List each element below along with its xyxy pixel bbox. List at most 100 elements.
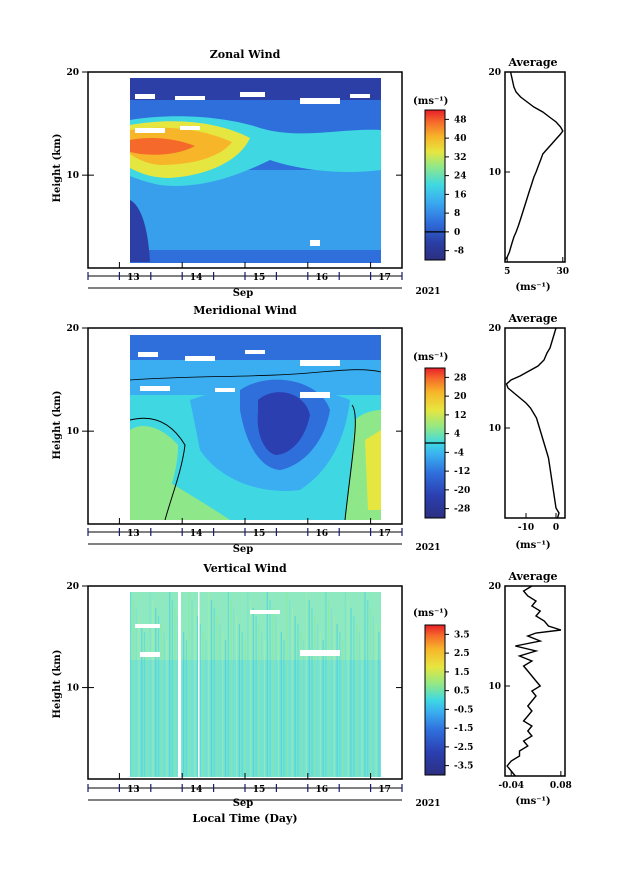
x-tick-label: 13 <box>127 273 140 283</box>
y-tick-label: 20 <box>66 324 79 334</box>
profile-y-tick-label: 20 <box>488 68 501 78</box>
profile-plot: 10 20 -0.04 0.08 <box>488 582 571 791</box>
streak <box>277 624 280 777</box>
streak <box>141 624 143 777</box>
colorbar-tick-label: 3.5 <box>454 630 470 640</box>
profile-xlabel: (ms⁻¹) <box>515 282 550 293</box>
y-axis: 10 20 <box>66 324 402 437</box>
profile-line <box>506 585 562 777</box>
streak <box>247 592 249 777</box>
y-tick-label: 10 <box>66 684 79 694</box>
x-axis: 13 14 15 16 17 <box>87 773 403 801</box>
streak <box>294 616 296 777</box>
x-axis-label: Sep <box>233 798 254 809</box>
chart-title: Vertical Wind <box>202 562 287 575</box>
streak <box>364 592 366 777</box>
profile-y-tick-label: 10 <box>488 168 501 178</box>
streak <box>210 600 213 777</box>
streak <box>219 624 221 777</box>
y-axis: 10 20 <box>66 582 402 694</box>
x-tick-label: 16 <box>316 785 329 795</box>
streak <box>378 632 380 777</box>
figure-xlabel: Local Time (Day) <box>192 812 297 825</box>
x-tick-label: 15 <box>253 785 266 795</box>
colorbar-ticks: -8 0 8 16 24 32 40 48 <box>425 115 467 257</box>
streak <box>297 624 299 777</box>
streak <box>328 600 330 777</box>
positive-right-core <box>365 430 381 510</box>
streak <box>275 616 277 777</box>
streak <box>330 608 333 777</box>
profile-title: Average <box>507 56 557 69</box>
colorbar-tick-label: -0.5 <box>454 705 473 715</box>
colorbar-label: (ms⁻¹) <box>413 608 448 619</box>
streak <box>199 624 201 777</box>
streak <box>316 624 319 777</box>
colorbar-tick-label: 24 <box>454 172 467 182</box>
streak <box>213 608 215 777</box>
chart-title: Meridional Wind <box>193 304 297 317</box>
streak <box>333 616 335 777</box>
colorbar-tick-label: 20 <box>454 392 467 402</box>
streak <box>369 608 372 777</box>
profile-plot: 10 20 -10 0 <box>488 324 560 533</box>
streak <box>244 640 246 777</box>
streak <box>166 640 168 777</box>
colorbar-tick-label: 2.5 <box>454 649 470 659</box>
profile-line <box>505 327 560 519</box>
zero-contour-upper <box>129 369 382 381</box>
streak <box>194 608 196 777</box>
streak <box>358 632 360 777</box>
profile-line <box>504 71 564 261</box>
heatmap-lower <box>130 660 381 777</box>
streak <box>353 616 355 777</box>
streak <box>155 608 157 777</box>
colorbar-ticks: -28 -20 -12 -4 4 12 20 28 <box>425 373 470 515</box>
streak <box>263 640 266 777</box>
profile-y-tick-label: 10 <box>488 424 501 434</box>
x-tick-label: 15 <box>253 529 266 539</box>
streak <box>372 616 374 777</box>
colorbar-tick-label: -8 <box>454 247 464 257</box>
streak <box>138 616 140 777</box>
jet-core-red <box>130 138 195 155</box>
streak <box>266 592 268 777</box>
streak <box>143 632 146 777</box>
streak <box>342 640 344 777</box>
year-label: 2021 <box>415 799 440 809</box>
streak <box>157 616 160 777</box>
streak <box>347 600 349 777</box>
colorbar-tick-label: -4 <box>454 448 464 458</box>
x-tick-label: 17 <box>378 273 391 283</box>
streak <box>149 592 151 777</box>
x-tick-label: 17 <box>378 785 391 795</box>
profile-y-tick-label: 10 <box>488 682 501 692</box>
streak <box>146 640 148 777</box>
panel-meridional: Meridional Wind Height (km) 10 20 <box>52 304 566 555</box>
x-tick-label: 13 <box>127 785 140 795</box>
zero-contour-left <box>129 417 186 521</box>
colorbar-label: (ms⁻¹) <box>413 96 448 107</box>
streak <box>269 600 271 777</box>
y-tick-label: 20 <box>66 582 79 592</box>
streak <box>289 600 291 777</box>
colorbar-tick-label: 8 <box>454 209 460 219</box>
y-tick-label: 10 <box>66 171 79 181</box>
colorbar-label: (ms⁻¹) <box>413 352 448 363</box>
streak <box>319 632 321 777</box>
streak <box>197 616 199 777</box>
streak <box>241 632 243 777</box>
colorbar-tick-label: -2.5 <box>454 743 473 753</box>
heatmap-area <box>129 335 382 521</box>
profile-plot: 10 20 5 30 <box>488 68 569 277</box>
colorbar <box>424 624 446 776</box>
colorbar-tick-label: -28 <box>454 505 470 515</box>
streak <box>216 616 218 777</box>
profile-x-tick-label: -0.04 <box>498 781 524 791</box>
streak <box>261 632 263 777</box>
streak <box>367 600 369 777</box>
profile-title: Average <box>507 312 557 325</box>
positive-lower <box>150 470 230 520</box>
x-tick-label: 17 <box>378 529 391 539</box>
